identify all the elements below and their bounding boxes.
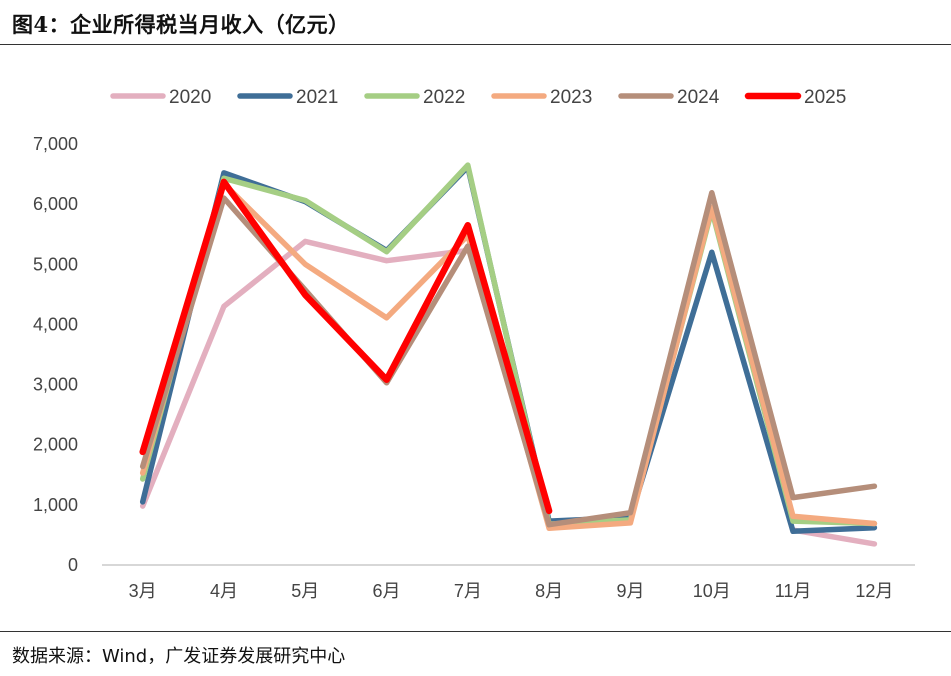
y-tick-label: 4,000: [33, 314, 78, 334]
series-line-2024: [139, 189, 878, 528]
x-tick-label: 4月: [210, 581, 238, 601]
x-tick-label: 3月: [129, 581, 157, 601]
x-tick-label: 8月: [535, 581, 563, 601]
title-bar: 图4：企业所得税当月收入（亿元）: [0, 0, 951, 45]
x-tick-label: 10月: [693, 581, 731, 601]
x-tick-label: 12月: [855, 581, 893, 601]
legend-label: 2022: [423, 87, 465, 108]
y-tick-label: 2,000: [33, 435, 78, 455]
y-tick-label: 3,000: [33, 375, 78, 395]
series-line-2025: [139, 178, 553, 515]
x-tick-label: 9月: [616, 581, 644, 601]
y-tick-label: 0: [68, 555, 78, 575]
source-bar: 数据来源：Wind，广发证券发展研究中心: [0, 631, 951, 676]
y-tick-label: 7,000: [33, 134, 78, 154]
x-tick-label: 11月: [775, 581, 812, 601]
legend-label: 2024: [677, 87, 720, 108]
figure-title: 图4：企业所得税当月收入（亿元）: [12, 12, 350, 37]
y-tick-label: 5,000: [33, 254, 78, 274]
y-tick-label: 1,000: [33, 495, 78, 515]
x-tick-label: 6月: [373, 581, 401, 601]
y-tick-label: 6,000: [33, 194, 78, 214]
legend-label: 2021: [296, 87, 338, 108]
x-tick-label: 5月: [291, 581, 319, 601]
legend-label: 2023: [550, 87, 592, 108]
source-note: 数据来源：Wind，广发证券发展研究中心: [12, 646, 346, 667]
legend-label: 2020: [169, 87, 211, 108]
line-chart: 0 1,000 2,000 3,000 4,000 5,000 6,000 7,000 3月 4月…: [33, 87, 915, 601]
legend-label: 2025: [804, 87, 846, 108]
x-tick-label: 7月: [454, 581, 482, 601]
